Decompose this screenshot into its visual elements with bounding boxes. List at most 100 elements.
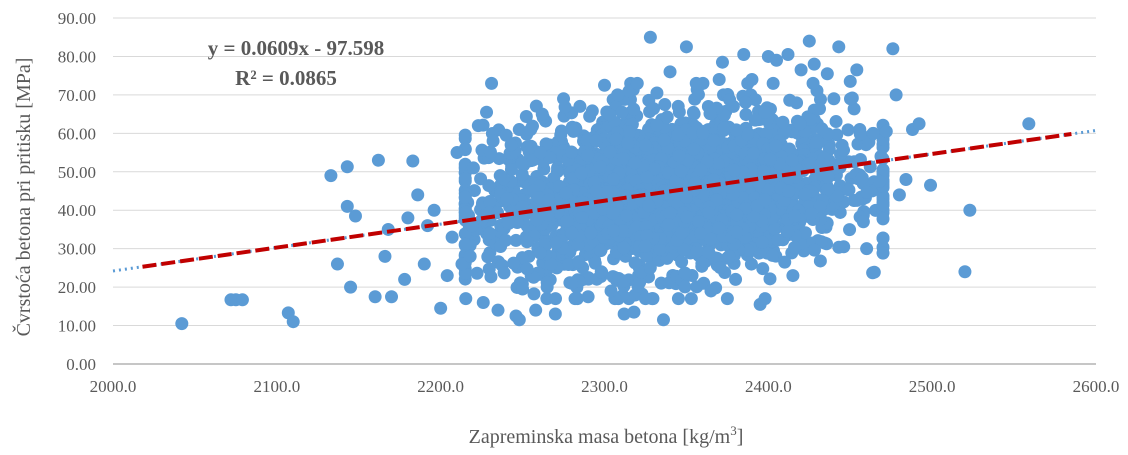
cloud-point [643, 261, 657, 275]
data-point [873, 174, 887, 188]
data-point [856, 215, 870, 229]
cloud-point [815, 122, 829, 136]
data-point [486, 134, 500, 148]
cloud-point [617, 152, 631, 166]
cloud-point [765, 248, 779, 262]
cloud-point [560, 215, 574, 229]
x-tick-label: 2200.0 [417, 377, 464, 396]
cloud-point [638, 239, 652, 253]
cloud-point [482, 262, 496, 276]
cloud-point [633, 275, 647, 289]
data-point [622, 84, 636, 98]
y-tick-label: 30.00 [58, 240, 96, 259]
cloud-point [876, 198, 890, 212]
data-point [529, 303, 543, 317]
data-point [1022, 117, 1036, 131]
cloud-point [741, 243, 755, 257]
cloud-point [647, 162, 661, 176]
cloud-point [712, 221, 726, 235]
cloud-point [837, 143, 851, 157]
cloud-point [690, 244, 704, 258]
x-tick-label: 2100.0 [253, 377, 300, 396]
data-point [504, 138, 518, 152]
cloud-point [776, 115, 790, 129]
cloud-point [470, 266, 484, 280]
data-point [843, 74, 857, 88]
data-point [778, 255, 792, 269]
cloud-point [748, 93, 762, 107]
y-axis-title: Čvrstoća betona pri pritisku [MPa] [11, 58, 35, 337]
data-point [324, 169, 338, 183]
data-point [235, 293, 249, 307]
cloud-point [527, 287, 541, 301]
cloud-point [459, 205, 473, 219]
cloud-point [876, 212, 890, 226]
cloud-point [702, 246, 716, 260]
cloud-point [672, 149, 686, 163]
cloud-point [783, 93, 797, 107]
trendline [112, 128, 1097, 273]
cloud-point [465, 219, 479, 233]
cloud-point [544, 257, 558, 271]
data-point [557, 92, 571, 106]
data-point [483, 226, 497, 240]
cloud-point [653, 242, 667, 256]
data-point [516, 282, 530, 296]
data-point [581, 290, 595, 304]
cloud-point [493, 169, 507, 183]
cloud-point [575, 210, 589, 224]
cloud-point [678, 266, 692, 280]
cloud-point [583, 109, 597, 123]
cloud-point [821, 170, 835, 184]
data-point [175, 317, 189, 331]
x-tick-label: 2300.0 [581, 377, 628, 396]
cloud-point [798, 226, 812, 240]
data-point [802, 34, 816, 48]
cloud-point [768, 222, 782, 236]
cloud-point [679, 190, 693, 204]
cloud-point [675, 255, 689, 269]
x-tick-label: 2000.0 [90, 377, 137, 396]
y-tick-label: 60.00 [58, 124, 96, 143]
cloud-point [565, 145, 579, 159]
cloud-point [813, 102, 827, 116]
cloud-point [572, 255, 586, 269]
cloud-point [702, 206, 716, 220]
data-point [368, 290, 382, 304]
data-point [286, 315, 300, 329]
cloud-point [727, 163, 741, 177]
cloud-point [843, 92, 857, 106]
cloud-point [621, 136, 635, 150]
cloud-point [657, 133, 671, 147]
data-point [548, 307, 562, 321]
data-point [770, 53, 784, 67]
cloud-point [520, 262, 534, 276]
cloud-point [781, 224, 795, 238]
data-point [745, 73, 759, 87]
cloud-point [788, 209, 802, 223]
cloud-point [568, 292, 582, 306]
data-points [175, 30, 1036, 331]
x-axis-title: Zapreminska masa betona [kg/m3] [469, 423, 744, 448]
cloud-point [606, 206, 620, 220]
data-point [850, 63, 864, 77]
cloud-point [707, 134, 721, 148]
cloud-point [620, 209, 634, 223]
cloud-point [793, 117, 807, 131]
data-point [594, 265, 608, 279]
cloud-point [617, 274, 631, 288]
cloud-point [829, 115, 843, 129]
cloud-point [658, 98, 672, 112]
equation-annotation: y = 0.0609x - 97.598 [208, 36, 384, 60]
cloud-point [483, 145, 497, 159]
cloud-point [694, 163, 708, 177]
cloud-point [748, 113, 762, 127]
r-squared-annotation: R² = 0.0865 [235, 66, 337, 90]
cloud-point [809, 135, 823, 149]
data-point [886, 42, 900, 56]
data-point [737, 48, 751, 62]
data-point [643, 30, 657, 44]
cloud-point [660, 110, 674, 124]
cloud-point [650, 118, 664, 132]
